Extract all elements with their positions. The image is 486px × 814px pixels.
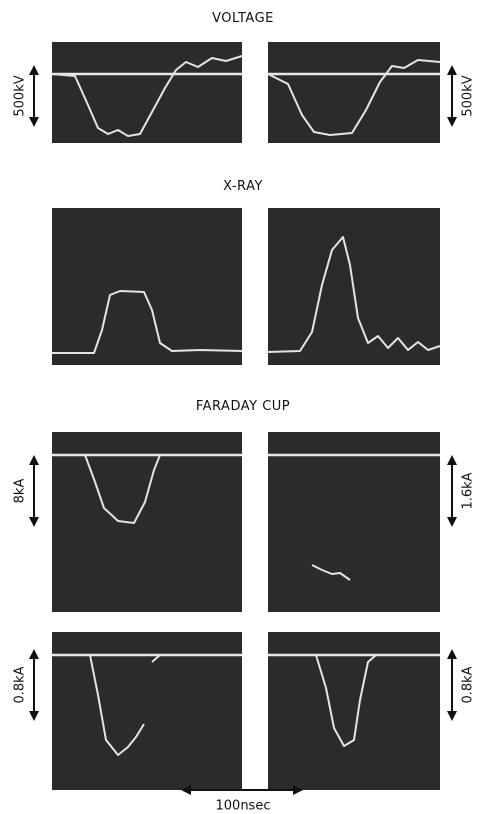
scale-label: 0.8kA xyxy=(461,666,476,703)
scale-label: 8kA xyxy=(13,479,28,504)
scope-panel xyxy=(52,208,242,365)
time-scale-label: 100nsec xyxy=(216,799,271,814)
scale-label: 0.8kA xyxy=(13,666,28,703)
scale-label: 500kV xyxy=(461,75,476,116)
scope-panel xyxy=(52,42,242,143)
scope-panel xyxy=(268,432,440,612)
section-title: VOLTAGE xyxy=(212,11,274,26)
figure: VOLTAGE 500kV 500kV X-RAY FARADAY CUP 8k… xyxy=(0,0,486,814)
section-title: FARADAY CUP xyxy=(196,399,290,414)
scale-label: 500kV xyxy=(13,75,28,116)
section-title: X-RAY xyxy=(223,179,263,194)
scale-label: 1.6kA xyxy=(461,472,476,509)
scope-panel xyxy=(52,432,242,612)
